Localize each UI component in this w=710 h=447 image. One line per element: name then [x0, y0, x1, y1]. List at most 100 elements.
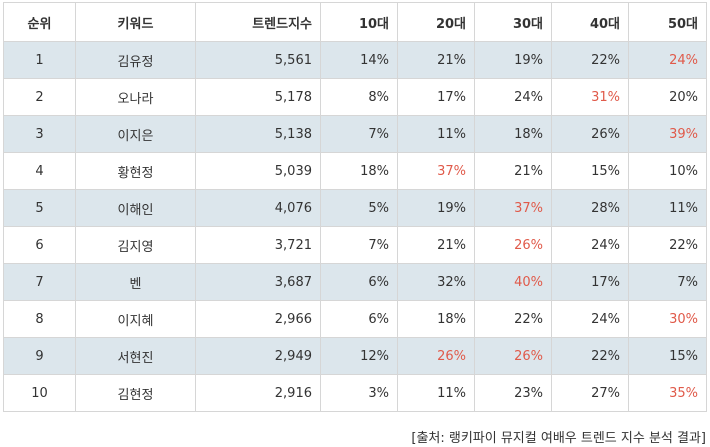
cell-rank: 3	[3, 115, 76, 153]
cell-age-30s: 18%	[474, 115, 552, 153]
cell-trend-index: 3,721	[195, 226, 321, 264]
cell-age-50s: 24%	[628, 41, 707, 79]
table-row: 3 이지은 5,138 7% 11% 18% 26% 39%	[3, 115, 707, 153]
cell-keyword: 김지영	[75, 226, 196, 264]
cell-age-50s: 39%	[628, 115, 707, 153]
cell-age-10s: 8%	[320, 78, 398, 116]
cell-age-50s: 35%	[628, 374, 707, 412]
cell-age-20s: 19%	[397, 189, 475, 227]
cell-age-10s: 5%	[320, 189, 398, 227]
cell-age-40s: 17%	[551, 263, 629, 301]
cell-rank: 7	[3, 263, 76, 301]
table-body: 1 김유정 5,561 14% 21% 19% 22% 24% 2 오나라 5,178 8% 17% 24…	[3, 41, 707, 412]
cell-age-40s: 31%	[551, 78, 629, 116]
header-trend-index: 트렌드지수	[195, 2, 321, 42]
cell-age-30s: 22%	[474, 300, 552, 338]
cell-age-40s: 24%	[551, 226, 629, 264]
table-row: 6 김지영 3,721 7% 21% 26% 24% 22%	[3, 226, 707, 264]
table-row: 5 이해인 4,076 5% 19% 37% 28% 11%	[3, 189, 707, 227]
table-row: 10 김현정 2,916 3% 11% 23% 27% 35%	[3, 374, 707, 412]
cell-age-50s: 10%	[628, 152, 707, 190]
cell-keyword: 김유정	[75, 41, 196, 79]
cell-age-30s: 26%	[474, 337, 552, 375]
cell-trend-index: 2,916	[195, 374, 321, 412]
cell-age-40s: 28%	[551, 189, 629, 227]
cell-age-50s: 15%	[628, 337, 707, 375]
header-age-40s: 40대	[551, 2, 629, 42]
cell-keyword: 벤	[75, 263, 196, 301]
cell-age-20s: 37%	[397, 152, 475, 190]
cell-rank: 8	[3, 300, 76, 338]
cell-age-20s: 32%	[397, 263, 475, 301]
cell-age-50s: 11%	[628, 189, 707, 227]
cell-trend-index: 5,138	[195, 115, 321, 153]
cell-rank: 5	[3, 189, 76, 227]
cell-age-50s: 22%	[628, 226, 707, 264]
cell-trend-index: 5,178	[195, 78, 321, 116]
cell-age-20s: 17%	[397, 78, 475, 116]
table-row: 1 김유정 5,561 14% 21% 19% 22% 24%	[3, 41, 707, 79]
cell-age-50s: 30%	[628, 300, 707, 338]
cell-trend-index: 5,561	[195, 41, 321, 79]
source-caption: [출처: 랭키파이 뮤지컬 여배우 트렌드 지수 분석 결과]	[411, 431, 706, 446]
cell-age-20s: 26%	[397, 337, 475, 375]
cell-age-10s: 7%	[320, 115, 398, 153]
cell-rank: 9	[3, 337, 76, 375]
cell-keyword: 이해인	[75, 189, 196, 227]
cell-trend-index: 4,076	[195, 189, 321, 227]
cell-age-20s: 11%	[397, 374, 475, 412]
header-age-50s: 50대	[628, 2, 707, 42]
cell-trend-index: 2,949	[195, 337, 321, 375]
cell-age-30s: 23%	[474, 374, 552, 412]
cell-age-10s: 6%	[320, 263, 398, 301]
cell-trend-index: 2,966	[195, 300, 321, 338]
header-age-20s: 20대	[397, 2, 475, 42]
cell-keyword: 황현정	[75, 152, 196, 190]
cell-age-10s: 18%	[320, 152, 398, 190]
cell-age-40s: 22%	[551, 337, 629, 375]
cell-keyword: 이지은	[75, 115, 196, 153]
cell-age-10s: 3%	[320, 374, 398, 412]
cell-trend-index: 3,687	[195, 263, 321, 301]
cell-age-10s: 7%	[320, 226, 398, 264]
header-age-10s: 10대	[320, 2, 398, 42]
cell-trend-index: 5,039	[195, 152, 321, 190]
cell-keyword: 김현정	[75, 374, 196, 412]
trend-table: 순위 키워드 트렌드지수 10대 20대 30대 40대 50대 1 김유정 5,5…	[3, 2, 707, 412]
cell-age-30s: 26%	[474, 226, 552, 264]
cell-age-40s: 15%	[551, 152, 629, 190]
table-row: 7 벤 3,687 6% 32% 40% 17% 7%	[3, 263, 707, 301]
cell-age-40s: 22%	[551, 41, 629, 79]
cell-age-30s: 24%	[474, 78, 552, 116]
cell-keyword: 이지혜	[75, 300, 196, 338]
table-row: 9 서현진 2,949 12% 26% 26% 22% 15%	[3, 337, 707, 375]
cell-age-40s: 26%	[551, 115, 629, 153]
cell-age-10s: 12%	[320, 337, 398, 375]
cell-age-50s: 7%	[628, 263, 707, 301]
cell-age-30s: 40%	[474, 263, 552, 301]
cell-keyword: 서현진	[75, 337, 196, 375]
table-header-row: 순위 키워드 트렌드지수 10대 20대 30대 40대 50대	[3, 2, 707, 42]
cell-age-20s: 11%	[397, 115, 475, 153]
table-row: 4 황현정 5,039 18% 37% 21% 15% 10%	[3, 152, 707, 190]
cell-rank: 6	[3, 226, 76, 264]
cell-rank: 10	[3, 374, 76, 412]
cell-rank: 2	[3, 78, 76, 116]
header-keyword: 키워드	[75, 2, 196, 42]
cell-age-10s: 14%	[320, 41, 398, 79]
table-row: 2 오나라 5,178 8% 17% 24% 31% 20%	[3, 78, 707, 116]
cell-age-20s: 21%	[397, 41, 475, 79]
cell-age-40s: 27%	[551, 374, 629, 412]
cell-age-20s: 18%	[397, 300, 475, 338]
cell-keyword: 오나라	[75, 78, 196, 116]
cell-age-50s: 20%	[628, 78, 707, 116]
header-rank: 순위	[3, 2, 76, 42]
header-age-30s: 30대	[474, 2, 552, 42]
table-row: 8 이지혜 2,966 6% 18% 22% 24% 30%	[3, 300, 707, 338]
cell-age-30s: 21%	[474, 152, 552, 190]
cell-age-30s: 37%	[474, 189, 552, 227]
cell-rank: 1	[3, 41, 76, 79]
cell-age-20s: 21%	[397, 226, 475, 264]
cell-rank: 4	[3, 152, 76, 190]
